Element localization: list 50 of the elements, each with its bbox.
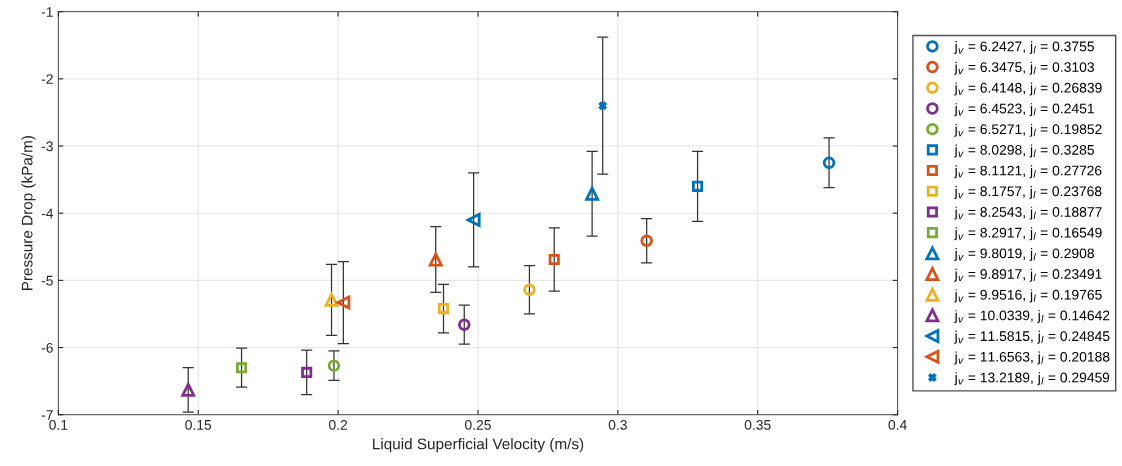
legend-label: j$_{v}$ = 6.3475, j$_{l}$ = 0.3103 — [954, 61, 1094, 75]
x-tick-label: 0.15 — [185, 419, 212, 430]
y-tick-label: -5 — [41, 275, 53, 286]
legend-label: j$_{v}$ = 13.2189, j$_{l}$ = 0.29459 — [954, 372, 1110, 386]
point — [301, 366, 313, 378]
x-tick-label: 0.2 — [328, 419, 348, 430]
point — [181, 382, 196, 397]
y-tick-label: -4 — [41, 208, 54, 219]
legend-label: j$_{v}$ = 6.2427, j$_{l}$ = 0.3755 — [954, 41, 1095, 55]
point — [692, 180, 704, 192]
point — [466, 212, 481, 227]
point — [598, 101, 607, 110]
legend-label: j$_{v}$ = 8.2543, j$_{l}$ = 0.18877 — [954, 206, 1102, 220]
legend-label: j$_{v}$ = 9.8917, j$_{l}$ = 0.23491 — [954, 268, 1102, 282]
point — [458, 318, 471, 331]
legend-label: j$_{v}$ = 8.1121, j$_{l}$ = 0.27726 — [954, 165, 1102, 179]
legend-label: j$_{v}$ = 6.5271, j$_{l}$ = 0.19852 — [954, 123, 1102, 137]
point — [428, 252, 443, 267]
legend-label: j$_{v}$ = 6.4523, j$_{l}$ = 0.2451 — [954, 103, 1094, 117]
legend-label: j$_{v}$ = 9.9516, j$_{l}$ = 0.19765 — [954, 289, 1102, 303]
x-tick-label: 0.4 — [888, 419, 907, 430]
x-axis-title: Liquid Superficial Velocity (m/s) — [373, 438, 584, 453]
y-axis-title: Pressure Drop (kPa/m) — [21, 136, 36, 291]
legend-label: j$_{v}$ = 11.5815, j$_{l}$ = 0.24845 — [954, 330, 1110, 344]
point — [236, 362, 248, 374]
legend-label: j$_{v}$ = 8.1757, j$_{l}$ = 0.23768 — [954, 185, 1102, 199]
point — [327, 359, 341, 372]
legend-label: j$_{v}$ = 8.2917, j$_{l}$ = 0.16549 — [954, 227, 1102, 241]
legend-label: j$_{v}$ = 8.0298, j$_{l}$ = 0.3285 — [954, 144, 1095, 158]
x-tick-label: 0.1 — [49, 419, 68, 430]
y-tick-label: -7 — [41, 410, 53, 420]
y-tick-label: -3 — [41, 141, 53, 152]
point — [336, 295, 351, 310]
x-tick-label: 0.35 — [744, 419, 771, 430]
point — [548, 253, 560, 266]
point — [585, 186, 600, 201]
y-tick-label: -1 — [41, 7, 53, 17]
point — [640, 234, 653, 247]
legend-label: j$_{v}$ = 9.8019, j$_{l}$ = 0.2908 — [954, 248, 1094, 261]
point — [437, 303, 450, 315]
y-tick-label: -2 — [41, 74, 53, 84]
legend-label: j$_{v}$ = 11.6563, j$_{l}$ = 0.20188 — [954, 351, 1110, 365]
point — [822, 156, 836, 170]
point — [324, 292, 339, 307]
legend-label: j$_{v}$ = 10.0339, j$_{l}$ = 0.14642 — [954, 310, 1110, 324]
y-tick-label: -6 — [41, 342, 53, 353]
x-tick-label: 0.3 — [608, 419, 627, 430]
point — [523, 283, 536, 297]
legend-label: j$_{v}$ = 6.4148, j$_{l}$ = 0.26839 — [954, 82, 1102, 96]
x-tick-label: 0.25 — [465, 419, 491, 430]
